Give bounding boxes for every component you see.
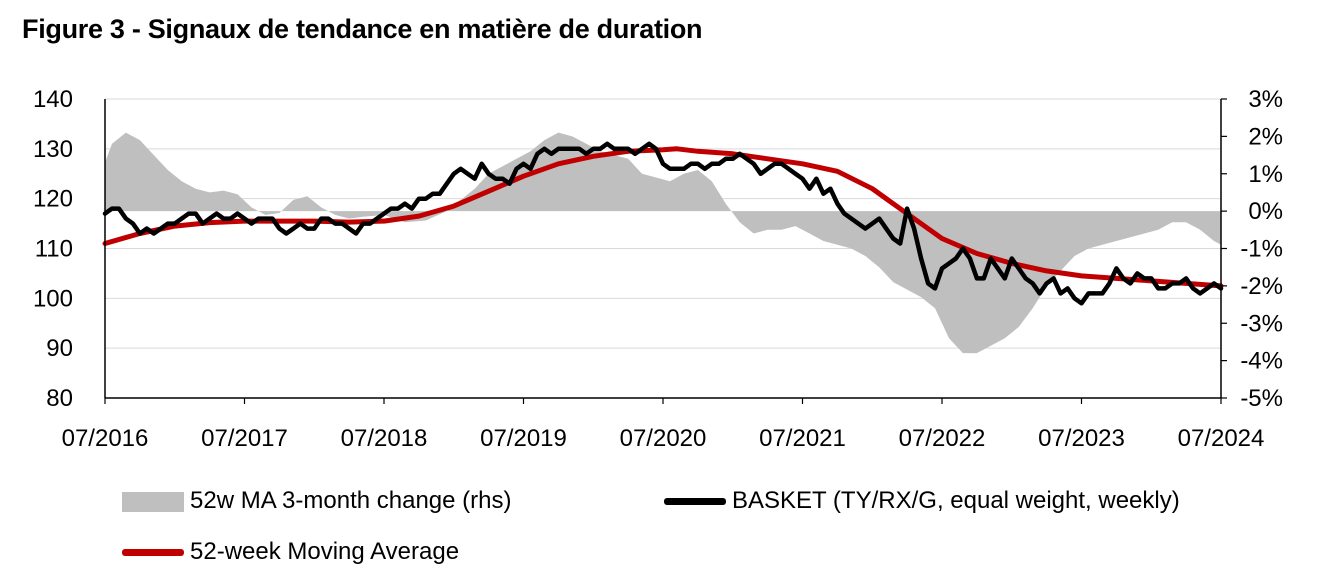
x-tick-labels: 07/2016 07/2017 07/2018 07/2019 07/2020 07/20… [62,398,1265,452]
y-right-tick-label: -5% [1240,385,1283,412]
area-series [105,132,1221,354]
y-left-tick-label: 90 [46,335,73,362]
legend-item-basket: BASKET (TY/RX/G, equal weight, weekly) [664,487,1180,515]
x-tick-label: 07/2021 [759,425,846,452]
y-right-tick-labels: 3% 2% 1% 0% -1% -2% -3% -4% -5% [1221,86,1283,412]
x-tick-label: 07/2018 [341,425,428,452]
chart-title: Figure 3 - Signaux de tendance en matièr… [22,14,703,44]
basket-series [102,141,1224,306]
area-series-path [105,132,1221,354]
y-left-tick-labels: 140 130 120 110 100 90 80 [33,86,73,412]
legend-item-ma: 52-week Moving Average [122,538,459,566]
x-tick-label: 07/2022 [899,425,986,452]
y-left-tick-label: 120 [33,186,73,213]
y-right-tick-label: 0% [1248,198,1283,225]
y-right-tick-label: 3% [1248,86,1283,113]
legend-label-ma: 52-week Moving Average [190,538,460,565]
y-right-tick-label: -2% [1240,273,1283,300]
x-tick-label: 07/2016 [62,425,149,452]
x-tick-label: 07/2020 [620,425,707,452]
ma-series-line [102,146,1224,289]
x-tick-label: 07/2019 [480,425,567,452]
y-right-tick-label: 1% [1248,161,1283,188]
y-left-tick-label: 140 [33,86,73,113]
legend-item-area: 52w MA 3-month change (rhs) [122,487,511,515]
x-tick-label: 07/2017 [201,425,288,452]
legend-swatch-area [122,491,184,512]
chart-plot: 140 130 120 110 100 90 80 3% 2% 1% 0% -1% -2% -3% -4%… [33,86,1283,452]
y-right-tick-label: -1% [1240,236,1283,263]
legend-swatch-basket [664,498,726,506]
legend-label-basket: BASKET (TY/RX/G, equal weight, weekly) [732,487,1180,514]
y-left-tick-label: 80 [46,385,73,412]
ma-series [102,146,1224,289]
y-left-tick-label: 100 [33,285,73,312]
y-right-tick-label: 2% [1248,123,1283,150]
y-right-tick-label: -3% [1240,310,1283,337]
y-left-tick-label: 110 [35,236,73,263]
legend-label-area: 52w MA 3-month change (rhs) [190,487,512,514]
y-right-tick-label: -4% [1240,348,1283,375]
legend-swatch-ma [122,549,184,557]
y-left-tick-label: 130 [33,136,73,163]
x-tick-label: 07/2024 [1178,425,1265,452]
x-tick-label: 07/2023 [1038,425,1125,452]
basket-series-line [102,141,1224,306]
